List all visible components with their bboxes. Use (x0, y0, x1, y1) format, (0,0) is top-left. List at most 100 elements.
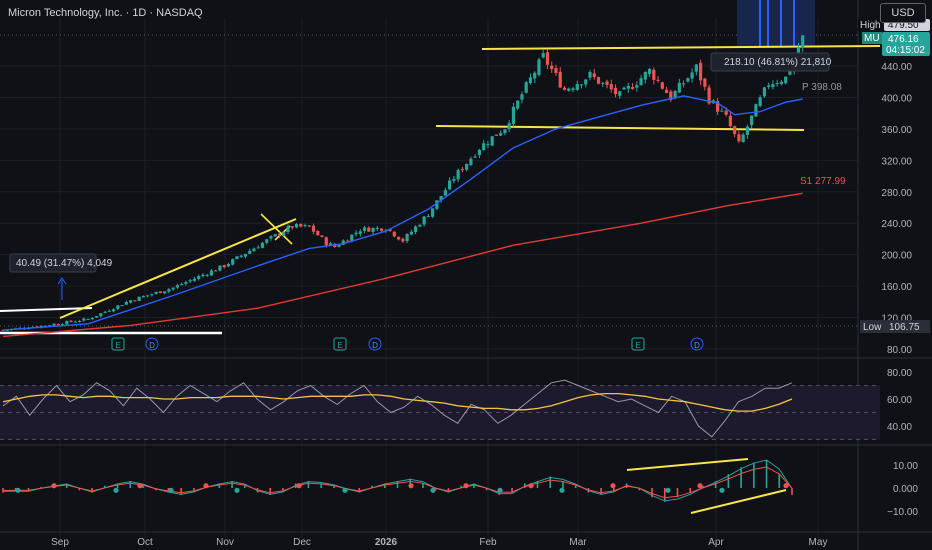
candle (652, 69, 656, 80)
candle (524, 82, 528, 93)
time-tick-label: Nov (216, 537, 234, 548)
divergence-line (690, 489, 787, 514)
candle (48, 325, 52, 327)
candle (699, 62, 703, 81)
candle (141, 296, 145, 298)
candle (209, 270, 214, 276)
crossover-dot (559, 487, 565, 493)
candle (575, 84, 579, 90)
crossover-dot (137, 483, 143, 489)
crossover-dot (783, 483, 789, 489)
event-label: E (337, 341, 342, 350)
candle (767, 85, 771, 87)
dividend-marker (690, 337, 704, 351)
candle (65, 321, 69, 325)
price-tick-label: 440.00 (881, 62, 912, 73)
candle (669, 91, 673, 101)
event-label: D (149, 341, 155, 350)
candle (392, 231, 396, 237)
candle (448, 180, 452, 190)
candle (639, 78, 643, 86)
crossover-dot (51, 483, 57, 489)
candle (784, 76, 788, 84)
time-tick-label: Apr (708, 537, 724, 548)
candle (86, 318, 90, 320)
candle (490, 136, 494, 146)
candle (720, 110, 724, 112)
candle (618, 91, 622, 96)
event-label: E (115, 341, 120, 350)
candle (184, 282, 188, 284)
candle (290, 226, 294, 228)
measure-box (9, 253, 97, 273)
candle (545, 52, 550, 65)
high-value: 479.50 (888, 20, 919, 31)
moving-averages (2, 95, 803, 338)
crossover-dot (463, 483, 469, 489)
candle (677, 82, 681, 93)
candle (703, 78, 707, 87)
candle (137, 296, 141, 301)
candle (567, 88, 571, 91)
time-tick-label: Mar (569, 537, 587, 548)
support-line (0, 307, 93, 312)
candle (601, 82, 605, 84)
rsi-pane: 80.00 60.00 40.00 (0, 368, 912, 440)
candle (660, 82, 664, 89)
high-tag-bg (858, 19, 884, 31)
candle (350, 234, 354, 242)
candle (469, 158, 473, 166)
candle (477, 149, 482, 156)
candle (56, 324, 60, 326)
time-tick-label: Sep (51, 537, 69, 548)
measure-box (710, 52, 830, 72)
candle (124, 302, 128, 305)
candle (1, 330, 5, 332)
candle (537, 59, 541, 75)
candle (511, 106, 516, 124)
price-tick-label: 280.00 (881, 188, 912, 199)
candle (265, 239, 269, 243)
crossover-dot (168, 487, 174, 493)
event-label: E (635, 341, 640, 350)
candle (214, 270, 218, 272)
candle (414, 226, 418, 232)
macd-tick-label: 0.000 (893, 484, 918, 495)
price-tick-label: 200.00 (881, 251, 912, 262)
candle (256, 247, 260, 249)
candle (243, 253, 248, 257)
price-tick-label: 400.00 (881, 93, 912, 104)
candle (379, 228, 384, 231)
crossover-dot (342, 487, 348, 493)
cross-line (260, 213, 293, 245)
crossover-dot (528, 483, 534, 489)
candle (158, 291, 162, 293)
candle (741, 134, 745, 143)
candle (82, 318, 86, 321)
candle (622, 87, 626, 90)
countdown: 04:15:02 (886, 45, 925, 56)
candle (643, 71, 647, 80)
candle (779, 81, 784, 85)
candle (367, 227, 371, 232)
candle (401, 238, 405, 242)
candle (656, 79, 660, 81)
ma-fast-label: P 398.08 (802, 82, 842, 93)
candle (294, 223, 299, 228)
candle (260, 242, 265, 248)
candle (248, 250, 252, 254)
support-line (435, 125, 805, 131)
candle (345, 240, 350, 242)
crossover-dot (719, 487, 725, 493)
macd-pane: 10.00 0.000 −10.00 (2, 459, 918, 518)
rsi-tick-label: 60.00 (887, 395, 912, 406)
candle (801, 35, 805, 48)
crossover-dot (665, 487, 671, 493)
candle (409, 231, 413, 235)
candle (499, 133, 503, 136)
candle (728, 115, 732, 127)
candle (252, 248, 256, 252)
candle (579, 84, 584, 86)
currency-button[interactable]: USD (880, 3, 926, 23)
